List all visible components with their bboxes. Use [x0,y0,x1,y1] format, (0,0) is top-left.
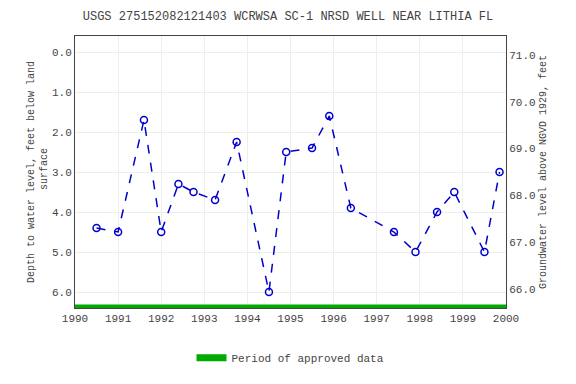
svg-text:USGS 275152082121403 WCRWSA SC: USGS 275152082121403 WCRWSA SC-1 NRSD WE… [83,10,493,24]
svg-text:68.0: 68.0 [509,190,535,202]
svg-text:1999: 1999 [450,313,476,325]
svg-text:Groundwater level above NGVD 1: Groundwater level above NGVD 1929, feet [538,55,549,289]
svg-text:6.0: 6.0 [52,287,72,299]
svg-text:1997: 1997 [363,313,389,325]
svg-text:2000: 2000 [493,313,519,325]
svg-text:Period of approved data: Period of approved data [232,353,384,365]
svg-text:67.0: 67.0 [509,237,535,249]
svg-text:4.0: 4.0 [52,207,72,219]
svg-text:70.0: 70.0 [509,97,535,109]
svg-text:1994: 1994 [234,313,261,325]
svg-text:1990: 1990 [62,313,88,325]
svg-text:5.0: 5.0 [52,247,72,259]
svg-text:71.0: 71.0 [509,50,535,62]
svg-text:1993: 1993 [191,313,217,325]
svg-text:3.0: 3.0 [52,167,72,179]
svg-text:2.0: 2.0 [52,127,72,139]
svg-text:1991: 1991 [105,313,132,325]
svg-text:1998: 1998 [407,313,433,325]
svg-text:66.0: 66.0 [509,284,535,296]
svg-text:1.0: 1.0 [52,87,72,99]
svg-text:69.0: 69.0 [509,143,535,155]
svg-text:0.0: 0.0 [52,47,72,59]
svg-text:1995: 1995 [277,313,303,325]
svg-text:Depth to water level, feet bel: Depth to water level, feet below land su… [26,61,50,283]
svg-text:1992: 1992 [148,313,174,325]
svg-text:1996: 1996 [320,313,346,325]
